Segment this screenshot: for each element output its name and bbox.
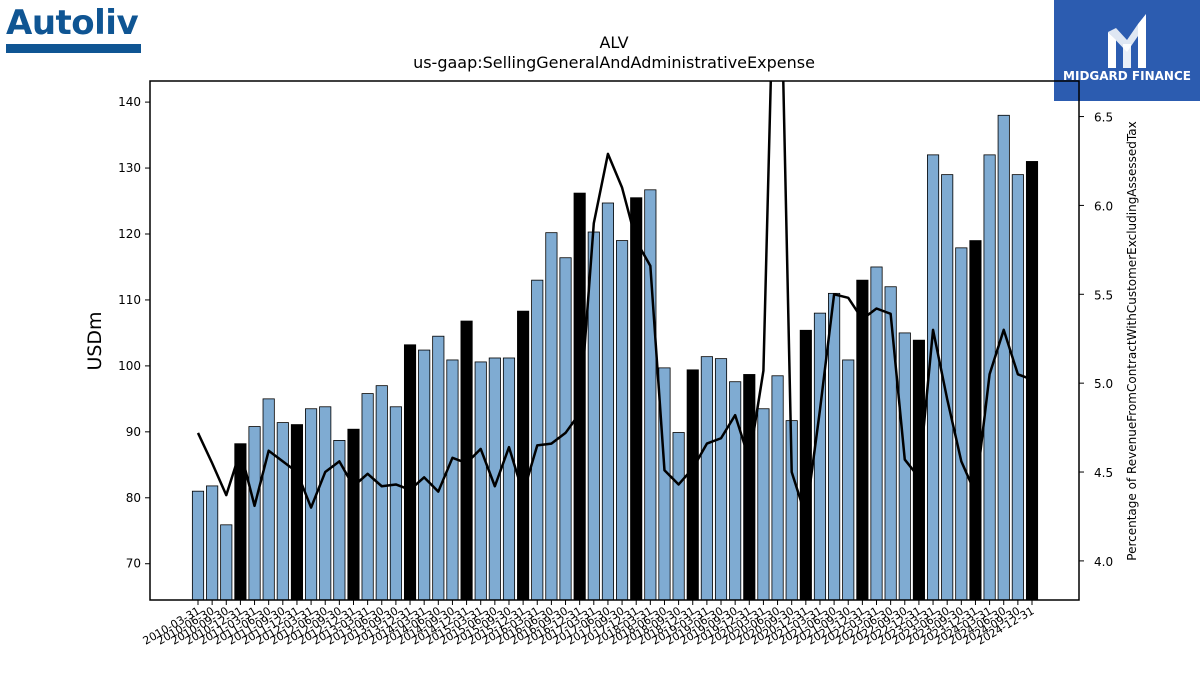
bar-2012-09-30 (333, 440, 346, 600)
y2-tick-label: 6.0 (1094, 199, 1113, 213)
y2-axis-label: Percentage of RevenueFromContractWithCus… (1125, 121, 1139, 560)
bar-2018-12-31 (686, 369, 699, 600)
bar-2024-12-31 (1025, 161, 1039, 600)
plot-frame (149, 80, 1080, 601)
bar-2013-12-31 (403, 344, 417, 600)
bar-2021-06-30 (828, 292, 841, 600)
bar-2015-06-30 (488, 357, 501, 600)
bar-2011-06-30 (262, 398, 275, 600)
bar-2018-06-30 (658, 367, 671, 600)
bar-2019-09-30 (729, 381, 742, 600)
bar-2018-03-31 (644, 189, 657, 600)
bar-2011-03-31 (248, 426, 261, 600)
bar-2021-03-31 (813, 312, 827, 600)
y-tick-label: 130 (118, 161, 141, 175)
bar-2015-03-31 (474, 361, 487, 600)
bar-2022-06-30 (884, 286, 897, 600)
bar-2023-12-31 (969, 240, 982, 600)
y2-tick-label: 5.0 (1094, 377, 1113, 391)
bar-2019-03-31 (700, 356, 713, 600)
bar-2015-09-30 (502, 357, 516, 600)
bar-2019-12-31 (743, 374, 756, 600)
bar-2023-06-30 (941, 174, 954, 600)
bar-2012-06-30 (319, 406, 332, 600)
bar-2016-09-30 (559, 257, 572, 600)
bar-2022-03-31 (870, 266, 883, 600)
bar-2020-12-31 (799, 329, 812, 600)
bar-2023-09-30 (955, 247, 968, 600)
bar-2024-09-30 (1011, 174, 1024, 600)
y2-tick-label: 4.5 (1094, 466, 1113, 480)
bar-2017-06-30 (601, 202, 614, 600)
bar-2017-09-30 (616, 240, 629, 600)
bar-2016-03-31 (531, 279, 544, 600)
bar-2019-06-30 (714, 358, 728, 600)
y2-tick-label: 5.5 (1094, 288, 1113, 302)
autoliv-logo-bar (6, 44, 141, 53)
y2-tick-label: 4.0 (1094, 555, 1113, 569)
bar-2014-06-30 (432, 335, 445, 600)
bar-2017-12-31 (630, 197, 643, 600)
y-axis-label: USDm (84, 311, 106, 370)
bar-2024-06-30 (997, 114, 1010, 600)
y-tick-label: 100 (118, 359, 141, 373)
bar-2010-06-30 (206, 485, 219, 600)
midgard-logo-text: MIDGARD FINANCE (1063, 69, 1191, 83)
chart-title: ALV (599, 33, 628, 52)
y-axis-left: 70 80 90 100 110 120 130 140 (118, 95, 150, 571)
bar-2010-09-30 (220, 524, 233, 600)
y-axis-right: 4.0 4.5 5.0 5.5 6.0 6.5 (1079, 111, 1113, 569)
bar-2011-09-30 (276, 422, 289, 600)
bar-2020-06-30 (771, 375, 784, 600)
bar-2013-09-30 (389, 406, 402, 600)
y2-tick-label: 6.5 (1094, 111, 1113, 125)
bar-2011-12-31 (290, 424, 304, 600)
bar-2010-03-31 (191, 490, 205, 600)
autoliv-logo: Autoliv (6, 4, 142, 54)
bar-2012-12-31 (347, 428, 360, 600)
y-tick-label: 140 (118, 95, 141, 109)
midgard-mark-icon (1108, 14, 1146, 68)
bar-2015-12-31 (517, 310, 530, 600)
chart-subtitle: us-gaap:SellingGeneralAndAdministrativeE… (413, 53, 815, 72)
bar-2014-03-31 (418, 349, 431, 600)
y-tick-label: 120 (118, 227, 141, 241)
bar-2013-03-31 (361, 393, 374, 600)
y-tick-label: 80 (126, 491, 141, 505)
x-axis: 2010-03-312010-06-302010-09-302010-12-31… (141, 600, 1037, 648)
ratio-line (196, 81, 1033, 518)
bar-2020-03-31 (757, 408, 770, 600)
y-tick-label: 70 (126, 557, 141, 571)
bar-2016-06-30 (545, 232, 558, 600)
bar-series (191, 114, 1039, 600)
y-tick-label: 110 (118, 293, 141, 307)
autoliv-logo-text: Autoliv (6, 3, 139, 43)
bar-2013-06-30 (375, 385, 388, 600)
bar-2021-12-31 (856, 279, 869, 600)
bar-2021-09-30 (842, 359, 855, 600)
bar-2014-09-30 (446, 359, 459, 600)
y-tick-label: 90 (126, 425, 141, 439)
bar-2018-09-30 (672, 432, 685, 600)
